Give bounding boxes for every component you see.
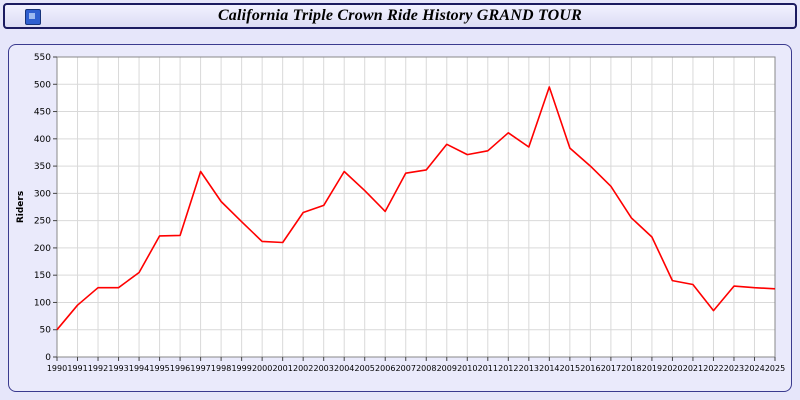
svg-text:2001: 2001 <box>272 364 292 373</box>
svg-text:50: 50 <box>40 326 52 336</box>
svg-text:1998: 1998 <box>211 364 231 373</box>
svg-text:2000: 2000 <box>252 364 272 373</box>
svg-text:1993: 1993 <box>108 364 128 373</box>
svg-text:2008: 2008 <box>416 364 436 373</box>
svg-text:2003: 2003 <box>314 364 334 373</box>
svg-text:2018: 2018 <box>621 364 641 373</box>
svg-text:450: 450 <box>34 108 51 118</box>
svg-text:350: 350 <box>34 162 51 172</box>
svg-text:200: 200 <box>34 244 51 254</box>
svg-text:2024: 2024 <box>744 364 764 373</box>
svg-text:2014: 2014 <box>539 364 559 373</box>
svg-text:1990: 1990 <box>47 364 67 373</box>
svg-text:2023: 2023 <box>724 364 744 373</box>
page-title: California Triple Crown Ride History GRA… <box>217 7 583 24</box>
svg-text:2010: 2010 <box>457 364 477 373</box>
svg-text:250: 250 <box>34 217 51 227</box>
svg-text:2012: 2012 <box>498 364 518 373</box>
svg-text:2007: 2007 <box>396 364 416 373</box>
svg-text:1999: 1999 <box>231 364 251 373</box>
app-icon <box>25 9 41 25</box>
svg-text:1997: 1997 <box>190 364 210 373</box>
svg-text:2006: 2006 <box>375 364 395 373</box>
svg-text:150: 150 <box>34 271 51 281</box>
svg-text:100: 100 <box>34 298 51 308</box>
svg-text:2005: 2005 <box>355 364 375 373</box>
svg-text:0: 0 <box>45 353 51 363</box>
svg-text:2016: 2016 <box>580 364 600 373</box>
svg-text:2019: 2019 <box>642 364 662 373</box>
svg-text:2002: 2002 <box>293 364 313 373</box>
svg-text:2011: 2011 <box>478 364 498 373</box>
chart-figure: 0 50 100 150 200 250 300 350 400 450 500 550 1990 199… <box>8 44 792 392</box>
svg-text:2020: 2020 <box>662 364 682 373</box>
svg-text:1995: 1995 <box>149 364 169 373</box>
svg-text:2025: 2025 <box>765 364 785 373</box>
svg-text:1991: 1991 <box>67 364 87 373</box>
svg-text:2004: 2004 <box>334 364 354 373</box>
svg-text:300: 300 <box>34 189 51 199</box>
svg-text:Riders: Riders <box>16 191 26 223</box>
svg-text:1996: 1996 <box>170 364 190 373</box>
svg-text:500: 500 <box>34 80 51 90</box>
svg-text:2017: 2017 <box>601 364 621 373</box>
svg-text:400: 400 <box>34 135 51 145</box>
svg-text:2009: 2009 <box>437 364 457 373</box>
svg-text:2013: 2013 <box>519 364 539 373</box>
svg-text:2022: 2022 <box>703 364 723 373</box>
svg-text:1994: 1994 <box>129 364 149 373</box>
svg-text:2021: 2021 <box>683 364 703 373</box>
titlebar: California Triple Crown Ride History GRA… <box>3 3 797 29</box>
svg-text:2015: 2015 <box>560 364 580 373</box>
svg-text:1992: 1992 <box>88 364 108 373</box>
svg-text:550: 550 <box>34 53 51 63</box>
